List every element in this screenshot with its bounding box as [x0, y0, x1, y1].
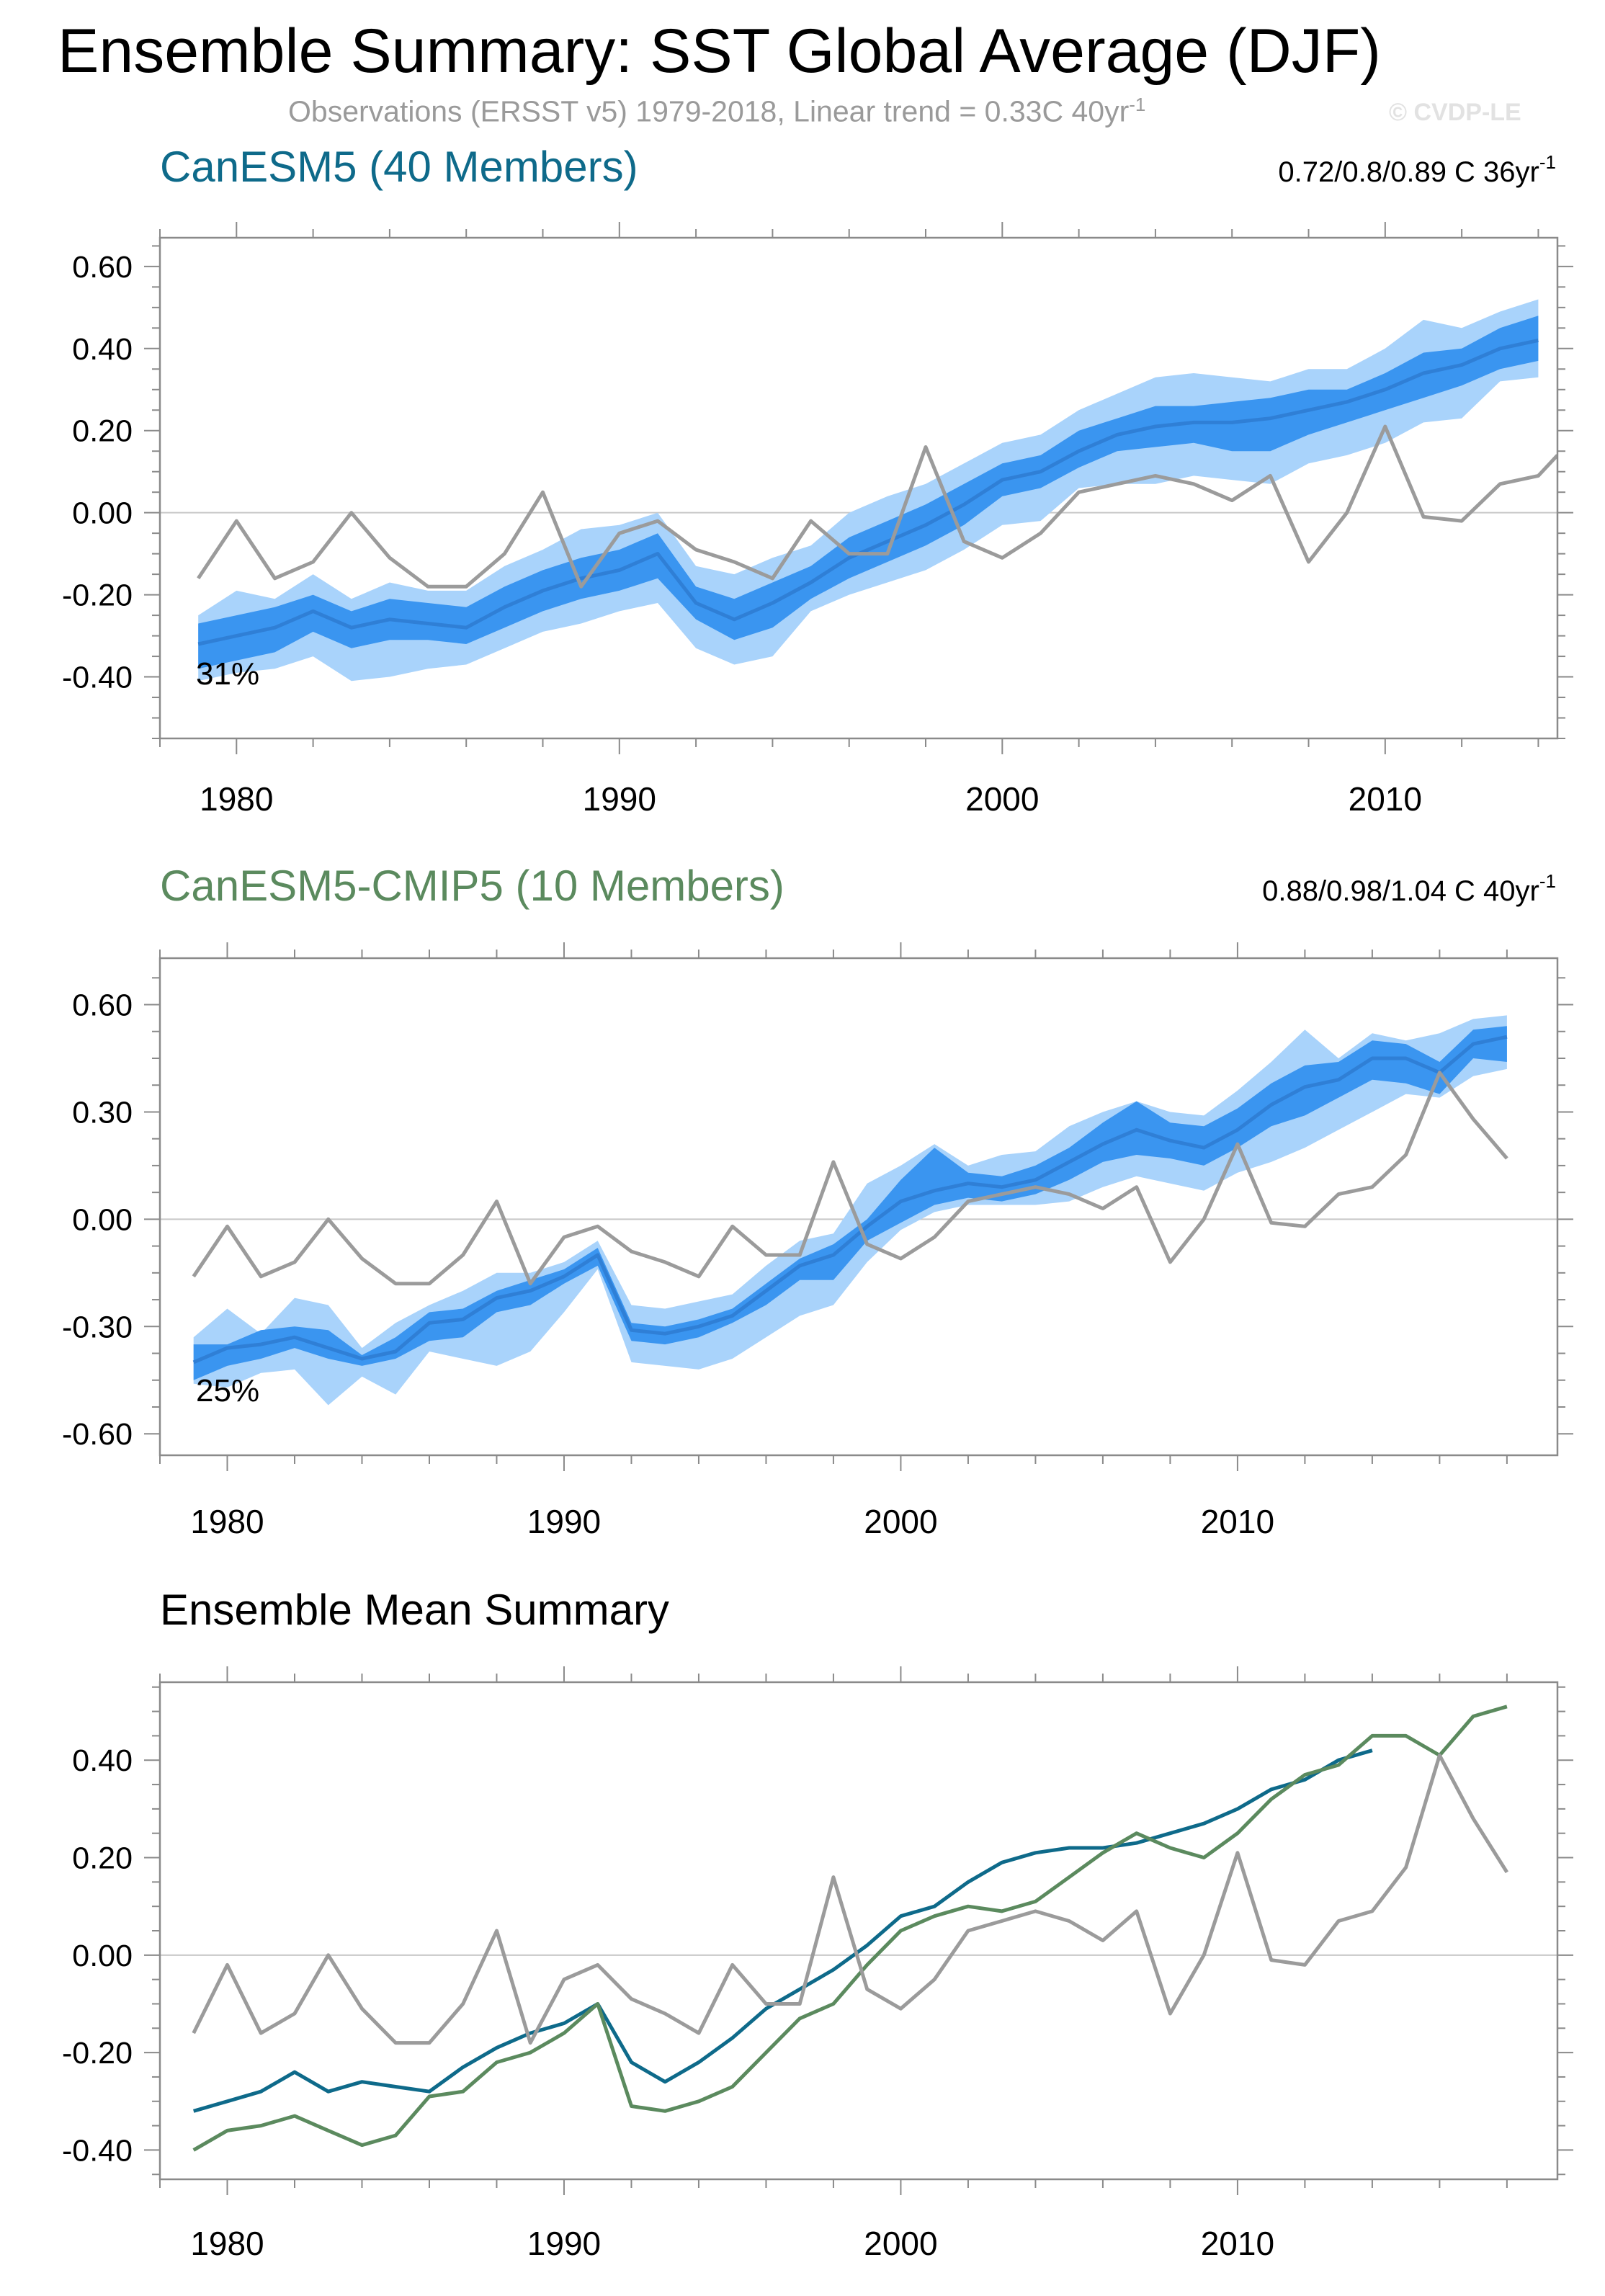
plot-data — [192, 1705, 1509, 2152]
trend-label: 0.88/0.98/1.04 C 40yr-1 — [1262, 870, 1556, 907]
spread-inner-band — [198, 316, 1539, 669]
y-tick-label: 0.60 — [72, 988, 133, 1023]
figure-title: Ensemble Summary: SST Global Average (DJ… — [58, 17, 1381, 86]
trend-label-sup: -1 — [1539, 151, 1556, 173]
y-tick-label: 0.30 — [72, 1095, 133, 1130]
panel-title: CanESM5 (40 Members) — [160, 143, 638, 191]
x-tick-label: 1980 — [190, 1503, 264, 1540]
y-tick-label: -0.40 — [62, 2133, 133, 2168]
y-tick-label: 0.00 — [72, 496, 133, 531]
subtitle-text: Observations (ERSST v5) 1979-2018, Linea… — [288, 94, 1130, 128]
plot-data — [192, 1015, 1508, 1406]
x-tick-label: 2000 — [864, 2225, 937, 2262]
panel-title: CanESM5-CMIP5 (10 Members) — [160, 862, 784, 910]
canesm5-line — [193, 1748, 1373, 2113]
trend-label-text: 0.72/0.8/0.89 C 36yr — [1278, 156, 1539, 188]
cvdp-credit: © CVDP-LE — [1389, 99, 1521, 126]
x-tick-label: 2010 — [1349, 780, 1422, 818]
x-tick-label: 1980 — [200, 780, 273, 818]
observations-subtitle: Observations (ERSST v5) 1979-2018, Linea… — [288, 94, 1145, 129]
panel-ensemble-mean-summary: Ensemble Mean Summary -0.40 -0.20 0.00 0.20 0… — [62, 1586, 1573, 2262]
percent-label: 25% — [196, 1373, 259, 1408]
x-tick-label: 2010 — [1201, 2225, 1274, 2262]
trend-label-text: 0.88/0.98/1.04 C 40yr — [1262, 875, 1539, 907]
y-tick-label: 0.20 — [72, 414, 133, 449]
y-tick-label: 0.60 — [72, 250, 133, 285]
x-tick-label: 2000 — [864, 1503, 937, 1540]
y-tick-label: 0.40 — [72, 332, 133, 367]
percent-label: 31% — [196, 656, 259, 692]
x-tick-label: 1990 — [583, 780, 656, 818]
x-tick-label: 2010 — [1201, 1503, 1274, 1540]
subtitle-sup: -1 — [1129, 94, 1146, 115]
x-tick-label: 1980 — [190, 2225, 264, 2262]
ensemble-mean-line — [197, 338, 1539, 646]
ensemble-mean-line — [192, 1035, 1508, 1364]
plot-frame — [158, 236, 1559, 740]
observations-line — [197, 424, 1557, 589]
panel-canesm5: CanESM5 (40 Members) 0.72/0.8/0.89 C 36yr… — [62, 143, 1573, 818]
y-tick-label: 0.20 — [72, 1841, 133, 1876]
y-tick-label: 0.00 — [72, 1939, 133, 1973]
canesm5-cmip5-line — [192, 1705, 1508, 2152]
plot-data — [197, 299, 1557, 682]
panel-title: Ensemble Mean Summary — [160, 1586, 669, 1634]
x-tick-label: 1990 — [527, 1503, 601, 1540]
y-tick-label: 0.00 — [72, 1202, 133, 1237]
y-tick-label: -0.30 — [62, 1310, 133, 1344]
x-tick-label: 2000 — [965, 780, 1039, 818]
spread-outer-band — [193, 1015, 1507, 1406]
panel-canesm5-cmip5: CanESM5-CMIP5 (10 Members) 0.88/0.98/1.04… — [62, 862, 1573, 1540]
trend-label-sup: -1 — [1539, 870, 1556, 892]
y-tick-label: 0.40 — [72, 1743, 133, 1778]
observations-line — [192, 1071, 1508, 1286]
y-tick-label: -0.40 — [62, 661, 133, 695]
y-tick-label: -0.20 — [62, 2036, 133, 2071]
trend-label: 0.72/0.8/0.89 C 36yr-1 — [1278, 151, 1556, 188]
y-tick-label: -0.20 — [62, 579, 133, 613]
plot-frame — [158, 957, 1559, 1457]
observations-line — [192, 1754, 1509, 2045]
y-tick-label: -0.60 — [62, 1417, 133, 1452]
x-tick-label: 1990 — [527, 2225, 601, 2262]
